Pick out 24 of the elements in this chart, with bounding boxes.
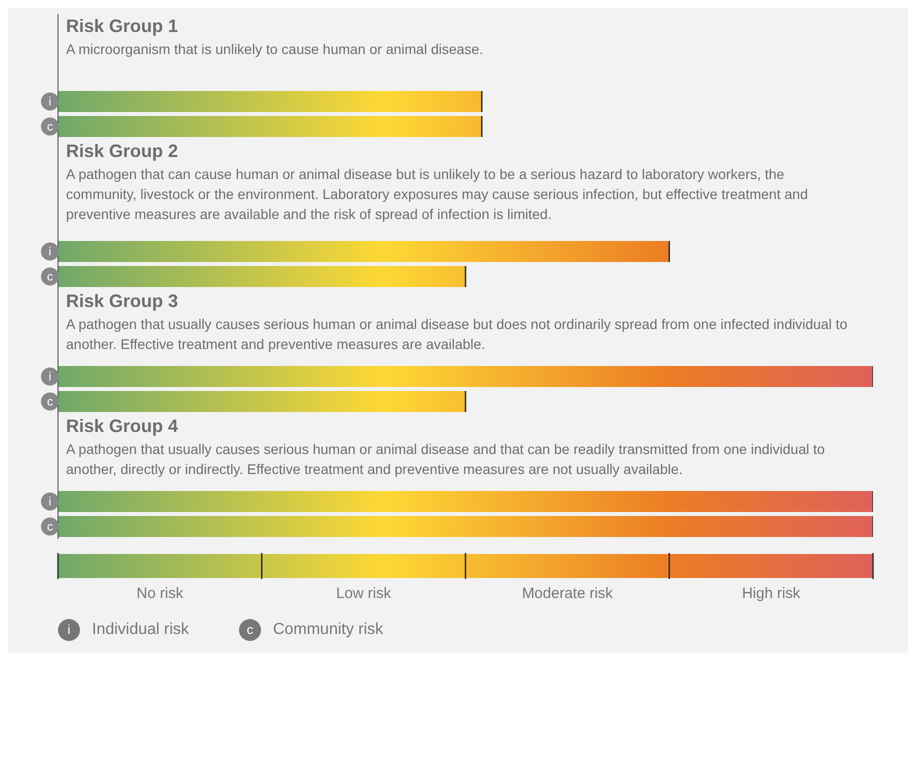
annotation: A pathogen that usually causes serious human or animal disease but does not ordinarily spread from one infected individual to another. Effective treatment and preventive measures are available. xyxy=(66,315,848,354)
y-tick-label: c xyxy=(47,270,53,284)
annotation: Risk Group 1 xyxy=(66,16,180,37)
y-tick-label: c xyxy=(47,120,53,134)
annotation: Risk Group 3 xyxy=(66,291,180,312)
text: Individual risk xyxy=(92,621,189,639)
text: Moderate risk xyxy=(520,585,614,602)
y-tick-label: c xyxy=(47,520,53,534)
badge-icon: i xyxy=(58,619,80,641)
badge-icon: c xyxy=(238,619,261,641)
y-tick-label: i xyxy=(48,370,52,384)
annotation: A pathogen that can cause human or animal disease but is unlikely to be a serious hazard to laboratory workers, the community, livestock or the environment. Laboratory exposures may cause serious infection, but effective treatment and preventive measures are available and the risk of spread of infection is limited. xyxy=(66,165,809,224)
y-tick-label: i xyxy=(48,244,52,258)
annotation: Risk Group 4 xyxy=(66,416,180,437)
annotation: Risk Group 2 xyxy=(66,141,180,162)
text: Low risk xyxy=(335,585,392,602)
text: Community risk xyxy=(272,621,384,639)
text: No risk xyxy=(136,585,184,602)
text: High risk xyxy=(740,585,802,602)
y-tick-label: c xyxy=(47,394,53,408)
annotation: A pathogen that usually causes serious human or animal disease and that can be readily transmitted from one individual to another, directly or indirectly. Effective treatment and preventive measures are not usually available. xyxy=(66,440,826,479)
y-tick-label: i xyxy=(48,494,52,508)
annotation: A microorganism that is unlikely to cause human or animal disease. xyxy=(66,40,484,59)
y-tick-label: i xyxy=(48,94,52,108)
